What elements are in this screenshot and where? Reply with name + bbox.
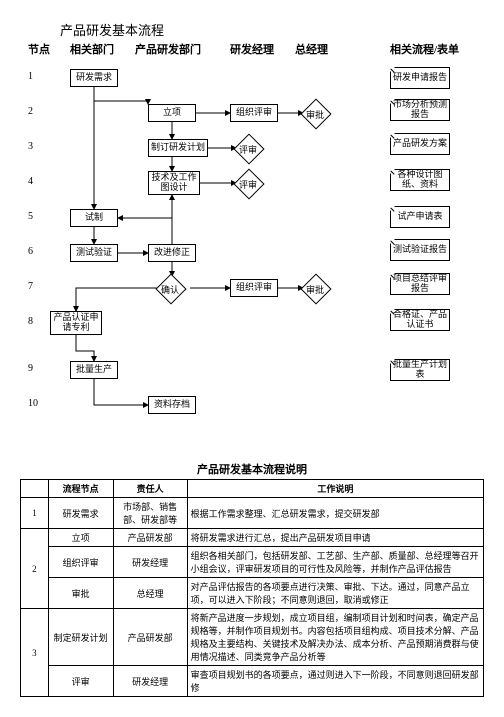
table-cell: 根据工作需求整理、汇总研发需求，提交研发部: [187, 498, 483, 529]
column-header: 产品研发部门: [135, 41, 201, 57]
column-headers: 节点 相关部门 产品研发部门 研发经理 总经理 相关流程/表单: [20, 41, 484, 55]
table-cell: 2: [21, 529, 49, 609]
table-cell: 研发需求: [48, 498, 113, 529]
form-document: 批量生产计划表: [390, 359, 450, 381]
table-header: [21, 480, 49, 498]
form-document: 各种设计图纸、资料: [390, 169, 450, 191]
step-number: 1: [28, 71, 48, 82]
table-cell: 评审: [48, 666, 113, 697]
step-number: 10: [28, 398, 48, 409]
process-box: 组织评审: [230, 279, 278, 297]
form-document: 产品研发方案: [390, 133, 450, 155]
step-number: 9: [28, 363, 48, 374]
table-cell: 产品研发部: [113, 609, 187, 666]
decision-label: 确认: [150, 283, 190, 296]
form-document: 测试验证报告: [390, 239, 450, 261]
process-box: 测试验证: [70, 244, 118, 262]
table-cell: 组织评审: [48, 547, 113, 578]
table-cell: 立项: [48, 529, 113, 547]
desc-title: 产品研发基本流程说明: [20, 461, 484, 477]
table-cell: 3: [21, 609, 49, 697]
step-number: 8: [28, 316, 48, 327]
decision-label: 评审: [228, 178, 268, 191]
table-header: 责任人: [113, 480, 187, 498]
table-cell: 产品研发部: [113, 529, 187, 547]
process-box: 产品认证申请专利: [50, 311, 102, 335]
table-cell: 将研发需求进行汇总，提出产品研发项目申请: [187, 529, 483, 547]
table-cell: 审查项目规划书的各项要点，通过则进入下一阶段，不同意则退回研发部修: [187, 666, 483, 697]
table-cell: 总经理: [113, 578, 187, 609]
table-cell: 审批: [48, 578, 113, 609]
table-cell: 市场部、销售部、研发部等: [113, 498, 187, 529]
process-box: 改进修正: [148, 244, 196, 262]
step-number: 5: [28, 211, 48, 222]
process-box: 组织评审: [230, 104, 278, 122]
table-header: 流程节点: [48, 480, 113, 498]
table-cell: 研发经理: [113, 666, 187, 697]
step-number: 6: [28, 246, 48, 257]
form-document: 试产申请表: [390, 206, 450, 228]
step-number: 7: [28, 281, 48, 292]
process-box: 批量生产: [70, 361, 118, 379]
column-header: 研发经理: [230, 41, 274, 57]
table-header: 工作说明: [187, 480, 483, 498]
process-box: 试制: [70, 209, 118, 227]
table-cell: 将新产品进度一步规划，成立项目组，编制项目计划和时间表，确定产品规格等，并制作项…: [187, 609, 483, 666]
step-number: 2: [28, 106, 48, 117]
flowchart: 节点 相关部门 产品研发部门 研发经理 总经理 相关流程/表单 1 2 3 4 5 6 7 8 9 10 研…: [20, 41, 484, 431]
column-header: 相关部门: [70, 41, 114, 57]
column-header: 总经理: [295, 41, 328, 57]
process-box: 立项: [148, 104, 196, 122]
process-box: 资料存档: [148, 396, 196, 414]
form-document: 研发申请报告: [390, 67, 450, 89]
process-box: 技术及工作图设计: [148, 171, 200, 195]
form-document: 合格证、产品认证书: [390, 309, 450, 331]
table-cell: 研发经理: [113, 547, 187, 578]
column-header: 相关流程/表单: [390, 41, 459, 57]
step-number: 3: [28, 141, 48, 152]
table-cell: 1: [21, 498, 49, 529]
form-document: 市场分析预测报告: [390, 99, 450, 121]
decision-label: 评审: [228, 143, 268, 156]
step-number: 4: [28, 176, 48, 187]
table-cell: 对产品评估报告的各项要点进行决策、审批、下达。通过，同意产品立项，可以进入下阶段…: [187, 578, 483, 609]
desc-table: 流程节点责任人工作说明 1研发需求市场部、销售部、研发部等根据工作需求整理、汇总…: [20, 479, 484, 697]
form-document: 项目总结评审报告: [390, 273, 450, 295]
decision-label: 审批: [295, 108, 335, 121]
table-cell: 制定研发计划: [48, 609, 113, 666]
column-header: 节点: [28, 41, 50, 57]
decision-label: 审批: [295, 283, 335, 296]
process-box: 制订研发计划: [148, 139, 208, 157]
table-cell: 组织各相关部门，包括研发部、工艺部、生产部、质量部、总经理等召开小组会议，评审研…: [187, 547, 483, 578]
process-box: 研发需求: [70, 69, 118, 87]
page-title: 产品研发基本流程: [60, 20, 484, 39]
